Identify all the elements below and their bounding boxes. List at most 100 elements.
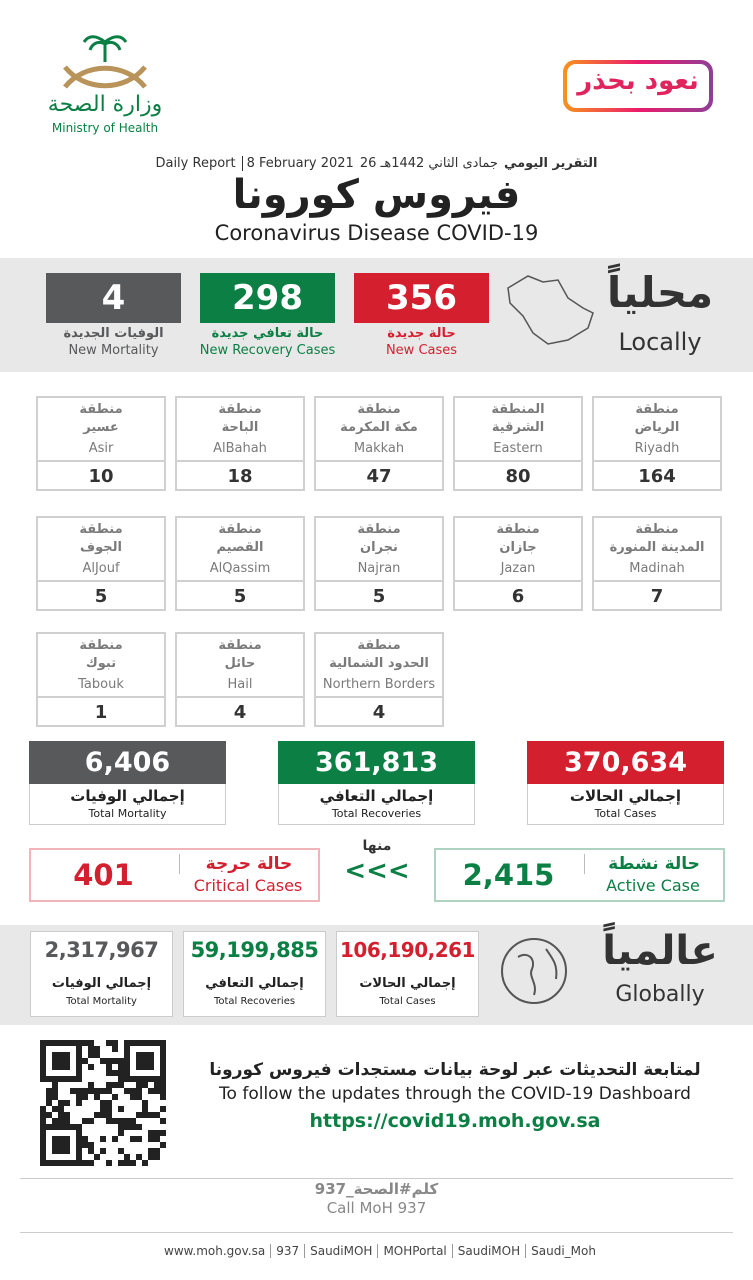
- total-value: 370,634: [527, 741, 724, 784]
- global-card: 59,199,885 إجمالي التعافي Total Recoveries: [183, 931, 326, 1017]
- global-value: 2,317,967: [44, 938, 159, 962]
- follow-url: https://covid19.moh.gov.sa: [309, 1110, 601, 1132]
- region-value: 4: [316, 696, 442, 727]
- globally-en: Globally: [615, 982, 705, 1007]
- report-line: Daily Report 8 February 2021 26 جمادى الثا…: [0, 156, 753, 171]
- region-prefix: منطقة: [218, 402, 262, 417]
- global-card: 2,317,967 إجمالي الوفيات Total Mortality: [30, 931, 173, 1017]
- region-value: 1: [38, 696, 164, 727]
- active-label-en: Active Case: [606, 876, 700, 895]
- region-prefix: المنطقة: [491, 402, 545, 417]
- active-card: 2,415 حالة نشطة Active Case: [434, 848, 725, 902]
- global-value: 106,190,261: [340, 938, 475, 962]
- stat-label-ar: حالة جديدة: [387, 326, 456, 341]
- region-card: منطقة مكة المكرمة Makkah 47: [314, 396, 444, 491]
- global-label-en: Total Recoveries: [213, 996, 296, 1007]
- global-label-ar: إجمالي الحالات: [359, 976, 456, 991]
- divider: [20, 1232, 733, 1233]
- region-value: 10: [38, 460, 164, 491]
- stat-value: 4: [46, 273, 181, 323]
- locally-en: Locally: [618, 328, 702, 356]
- region-value: 4: [177, 696, 303, 727]
- region-name-en: AlQassim: [209, 561, 271, 576]
- active-label-ar: حالة نشطة: [584, 854, 723, 874]
- social-handle: Saudi_Moh: [525, 1244, 601, 1258]
- social-bar: www.moh.gov.sa 937 SaudiMOH MOHPortal SaudiM…: [110, 1244, 650, 1258]
- stat-label-ar: حالة تعافي جديدة: [211, 326, 324, 341]
- social-handle: www.moh.gov.sa: [164, 1244, 266, 1258]
- region-card: منطقة الرياض Riyadh 164: [592, 396, 722, 491]
- region-name-ar: حائل: [224, 656, 256, 671]
- region-name-en: Asir: [88, 441, 114, 456]
- total-label-en: Total Cases: [594, 807, 657, 820]
- region-card: منطقة نجران Najran 5: [314, 516, 444, 611]
- region-name-ar: المدينة المنورة: [609, 540, 705, 555]
- region-name-ar: الرياض: [634, 420, 680, 435]
- region-prefix: منطقة: [218, 638, 262, 653]
- global-card: 106,190,261 إجمالي الحالات Total Cases: [336, 931, 479, 1017]
- region-name-ar: الحدود الشمالية: [329, 656, 429, 671]
- report-ar: التقرير اليومي: [503, 156, 598, 171]
- region-card: المنطقة الشرقية Eastern 80: [453, 396, 583, 491]
- region-name-en: AlJouf: [82, 561, 120, 576]
- region-card: منطقة حائل Hail 4: [175, 632, 305, 727]
- ministry-en: Ministry of Health: [51, 121, 159, 135]
- region-card: منطقة الباحة AlBahah 18: [175, 396, 305, 491]
- total-value: 361,813: [278, 741, 475, 784]
- stat-label-en: New Cases: [385, 343, 458, 358]
- region-name-en: Eastern: [493, 441, 543, 456]
- region-value: 5: [316, 580, 442, 611]
- total-label-ar: إجمالي التعافي: [319, 787, 434, 805]
- title-ar: فيروس كورونا: [232, 172, 521, 218]
- region-value: 18: [177, 460, 303, 491]
- region-prefix: منطقة: [357, 522, 401, 537]
- total-card: 6,406 إجمالي الوفيات Total Mortality: [29, 741, 226, 825]
- region-value: 7: [594, 580, 720, 611]
- moh-logo: [63, 35, 147, 89]
- region-value: 164: [594, 460, 720, 491]
- critical-card: 401 حالة حرجة Critical Cases: [29, 848, 320, 902]
- total-label-en: Total Mortality: [88, 807, 167, 820]
- region-card: منطقة عسير Asir 10: [36, 396, 166, 491]
- stat-label-en: New Recovery Cases: [199, 343, 336, 358]
- region-card: منطقة تبوك Tabouk 1: [36, 632, 166, 727]
- region-name-ar: مكة المكرمة: [340, 420, 418, 435]
- global-label-en: Total Mortality: [66, 996, 137, 1007]
- critical-label-en: Critical Cases: [193, 876, 303, 895]
- region-name-en: Najran: [357, 561, 401, 576]
- of-which: منها: [362, 838, 392, 854]
- region-name-en: AlBahah: [213, 441, 267, 456]
- active-value: 2,415: [462, 858, 555, 892]
- region-value: 6: [455, 580, 581, 611]
- call-en: Call MoH 937: [326, 1199, 427, 1217]
- stat-label-ar: الوفيات الجديدة: [63, 326, 164, 341]
- total-card: 361,813 إجمالي التعافي Total Recoveries: [278, 741, 475, 825]
- globe-icon: [501, 938, 567, 1004]
- region-prefix: منطقة: [79, 638, 123, 653]
- social-handle: MOHPortal: [377, 1244, 451, 1258]
- critical-value: 401: [73, 858, 134, 892]
- region-prefix: منطقة: [496, 522, 540, 537]
- total-value: 6,406: [29, 741, 226, 784]
- social-handle: SaudiMOH: [304, 1244, 377, 1258]
- qr-code: [40, 1040, 166, 1166]
- region-name-ar: الشرقية: [491, 420, 545, 435]
- total-label-ar: إجمالي الحالات: [569, 787, 682, 805]
- region-name-ar: تبوك: [85, 656, 117, 671]
- region-name-en: Makkah: [353, 441, 405, 456]
- region-prefix: منطقة: [357, 402, 401, 417]
- region-value: 5: [38, 580, 164, 611]
- region-value: 5: [177, 580, 303, 611]
- region-card: منطقة جازان Jazan 6: [453, 516, 583, 611]
- region-name-ar: جازان: [499, 540, 537, 555]
- social-handle: SaudiMOH: [451, 1244, 525, 1258]
- stat-value: 298: [200, 273, 335, 323]
- stat-label-en: New Mortality: [68, 343, 159, 358]
- region-name-ar: عسير: [83, 420, 119, 435]
- region-name-ar: القصيم: [216, 540, 264, 555]
- follow-en: To follow the updates through the COVID-…: [219, 1084, 691, 1104]
- globally-ar: عالمياً: [602, 928, 718, 974]
- title-en: Coronavirus Disease COVID-19: [214, 221, 539, 245]
- region-card: منطقة المدينة المنورة Madinah 7: [592, 516, 722, 611]
